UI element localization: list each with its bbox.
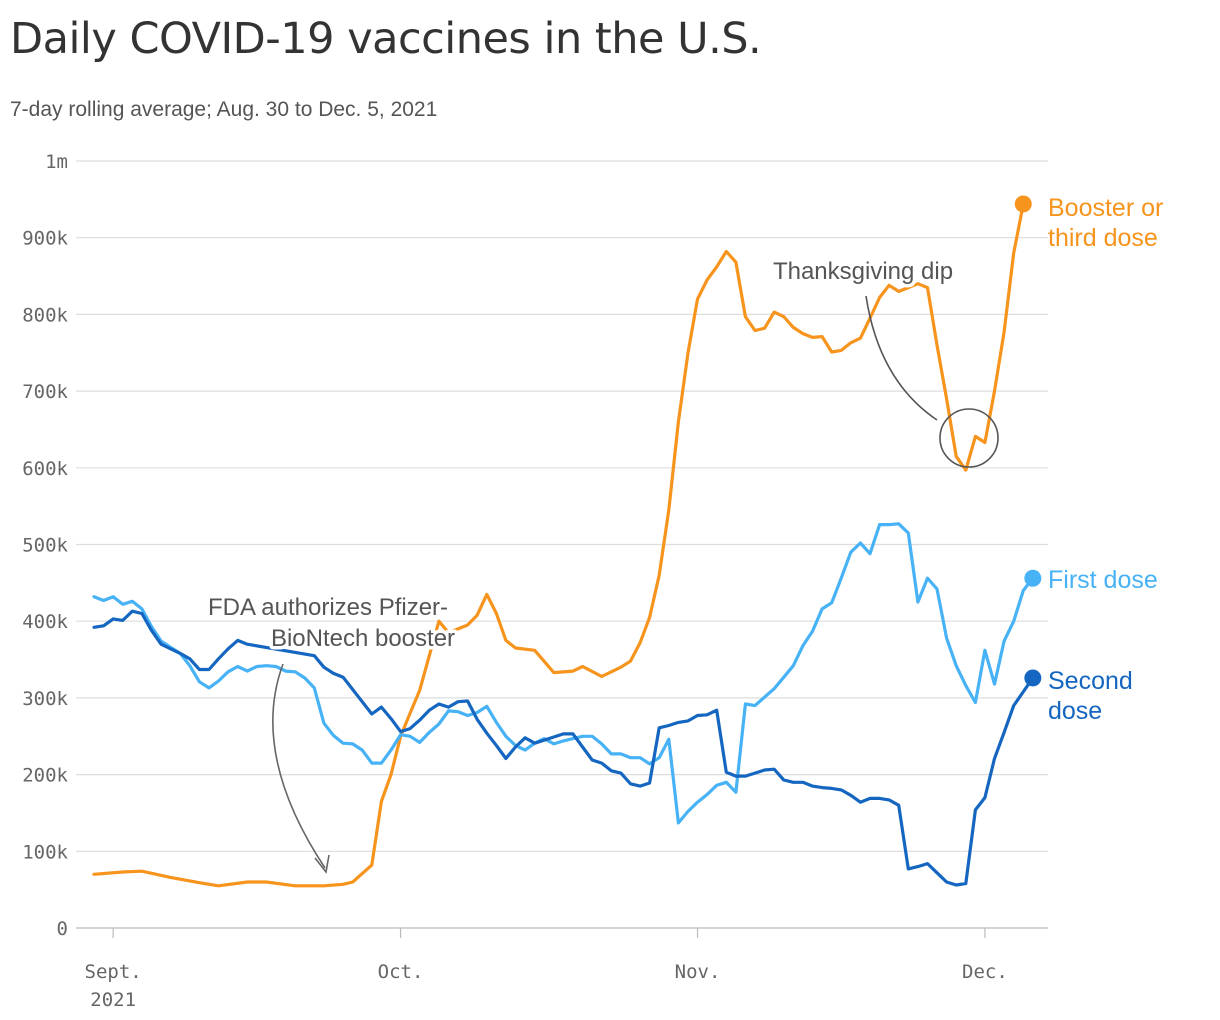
thanksgiving-leader-line: [865, 295, 938, 421]
fda-annotation-text: FDA authorizes Pfizer-: [208, 594, 448, 621]
y-tick-label: 300k: [22, 688, 68, 710]
booster-or-third-dose-line: [92, 202, 1025, 888]
y-tick-label: 1m: [45, 151, 68, 173]
y-tick-label: 400k: [22, 611, 68, 633]
first-dose-end-point: [1024, 569, 1042, 587]
second-dose-end-point: [1024, 669, 1042, 687]
booster-or-third-dose-label: Booster or: [1048, 194, 1163, 222]
fda-annotation-text: BioNtech booster: [271, 625, 455, 652]
fda-leader-line: [272, 663, 326, 869]
second-dose-label: dose: [1048, 697, 1102, 725]
x-tick-label: Dec.: [962, 961, 1008, 983]
thanksgiving-circle: [939, 408, 999, 468]
thanksgiving-annotation-text: Thanksgiving dip: [773, 258, 953, 285]
y-tick-label: 200k: [22, 765, 68, 787]
y-tick-label: 0: [57, 918, 68, 940]
series-lines: [92, 195, 1042, 888]
chart-subtitle: 7-day rolling average; Aug. 30 to Dec. 5…: [10, 98, 438, 121]
first-dose-line: [92, 522, 1035, 825]
x-tick-label: Sept.: [85, 961, 142, 983]
y-tick-label: 500k: [22, 535, 68, 557]
gridlines: [76, 160, 1048, 929]
y-axis-ticks: 0 100k 200k 300k 400k 500k 600k 700k 800k 900k 1m: [22, 151, 68, 940]
y-tick-label: 900k: [22, 228, 68, 250]
annotations: FDA authorizes Pfizer- BioNtech booster Th…: [204, 255, 999, 874]
chart-title: Daily COVID-19 vaccines in the U.S.: [10, 14, 762, 64]
x-tick-sublabel: 2021: [90, 989, 136, 1011]
x-tick-label: Nov.: [675, 961, 721, 983]
second-dose-line: [92, 609, 1035, 887]
y-tick-label: 100k: [22, 841, 68, 863]
y-tick-label: 800k: [22, 304, 68, 326]
x-axis-ticks: Sept. 2021 Oct. Nov. Dec.: [85, 928, 1008, 1011]
booster-or-third-dose-label: third dose: [1048, 224, 1158, 252]
second-dose-label: Second: [1048, 667, 1133, 695]
booster-or-third-dose-end-point: [1014, 195, 1032, 213]
first-dose-label: First dose: [1048, 566, 1158, 594]
y-tick-label: 700k: [22, 381, 68, 403]
fda-arrowhead: [314, 854, 330, 874]
x-tick-label: Oct.: [378, 961, 424, 983]
y-tick-label: 600k: [22, 458, 68, 480]
